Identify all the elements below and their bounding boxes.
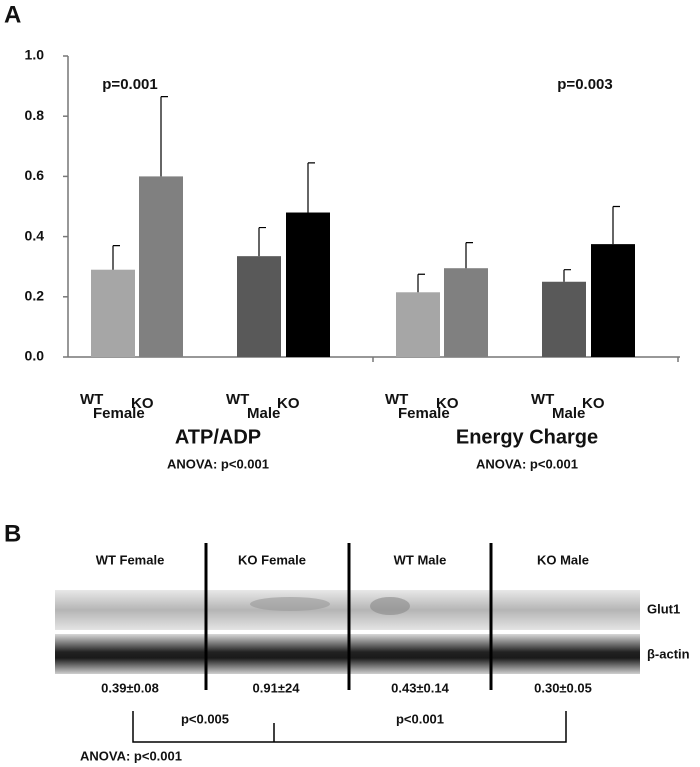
- sex-label: Male: [552, 405, 585, 422]
- error-bar: [258, 226, 266, 257]
- panel-label: B: [4, 520, 21, 547]
- y-tick-label: 1.0: [25, 47, 45, 63]
- bar: [286, 212, 330, 357]
- anova-label: ANOVA: p<0.001: [80, 748, 182, 763]
- bar: [591, 244, 635, 357]
- genotype-label: WT: [80, 391, 103, 408]
- band-label: β-actin: [647, 646, 690, 661]
- bar: [542, 281, 586, 357]
- y-tick-label: 0.2: [25, 288, 45, 304]
- error-bar: [112, 245, 120, 270]
- comparison-label: p<0.001: [396, 711, 444, 726]
- bar: [139, 176, 183, 357]
- y-tick-label: 0.8: [25, 107, 45, 123]
- error-bar: [160, 96, 168, 177]
- sex-label: Female: [93, 405, 145, 422]
- error-bar: [465, 242, 473, 269]
- genotype-label: KO: [436, 395, 459, 412]
- category-label: Energy Charge: [456, 426, 598, 448]
- genotype-label: KO: [277, 395, 300, 412]
- bar: [91, 269, 135, 357]
- panel-label: A: [4, 1, 21, 28]
- sex-label: Female: [398, 405, 450, 422]
- lane-label: KO Male: [537, 552, 589, 567]
- bar: [444, 268, 488, 357]
- lane-label: WT Male: [394, 552, 447, 567]
- quantification: 0.91±24: [253, 680, 301, 695]
- western-blot: B Glut1 β-actin p<0.005 p<0.001 ANOVA: p…: [4, 520, 690, 763]
- genotype-label: WT: [385, 391, 408, 408]
- bar: [237, 256, 281, 357]
- genotype-label: KO: [131, 395, 154, 412]
- anova-label: ANOVA: p<0.001: [167, 456, 269, 471]
- y-tick-label: 0.0: [25, 348, 45, 364]
- genotype-label: WT: [226, 391, 249, 408]
- band-label: Glut1: [647, 601, 680, 616]
- comparison-label: p<0.005: [181, 711, 229, 726]
- lane-label: WT Female: [96, 552, 165, 567]
- genotype-label: WT: [531, 391, 554, 408]
- quantification: 0.43±0.14: [391, 680, 450, 695]
- p-value: p=0.003: [557, 76, 612, 93]
- quantification: 0.39±0.08: [101, 680, 159, 695]
- genotype-label: KO: [582, 395, 605, 412]
- comparison-bracket: [132, 711, 567, 743]
- error-bar: [307, 162, 315, 213]
- band-spot: [250, 597, 330, 611]
- anova-label: ANOVA: p<0.001: [476, 456, 578, 471]
- y-tick-label: 0.4: [25, 227, 45, 243]
- error-bar: [612, 205, 620, 245]
- sex-label: Male: [247, 405, 280, 422]
- error-bar: [563, 269, 571, 282]
- error-bar: [417, 273, 425, 293]
- bar: [396, 292, 440, 357]
- band-spot: [370, 597, 410, 615]
- p-value: p=0.001: [102, 76, 157, 93]
- y-tick-label: 0.6: [25, 167, 45, 183]
- category-label: ATP/ADP: [175, 426, 261, 448]
- quantification: 0.30±0.05: [534, 680, 592, 695]
- lane-label: KO Female: [238, 552, 306, 567]
